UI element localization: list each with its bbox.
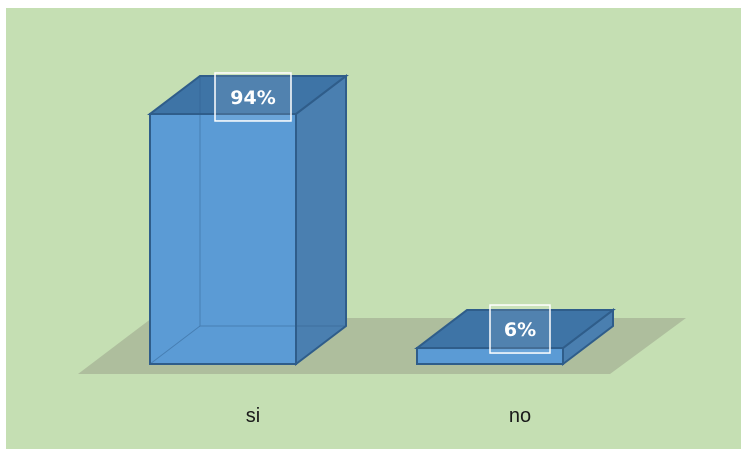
bar-no: [414, 308, 616, 367]
data-label-box: [214, 72, 292, 122]
bar-back-edge: [199, 75, 346, 327]
bar-top-face: [414, 309, 616, 350]
data-label-box: [489, 304, 551, 354]
bar-back-edge: [149, 325, 201, 365]
category-label-si: si: [246, 405, 260, 427]
bar-front-face: [149, 112, 297, 365]
data-label-no: 6%: [489, 304, 551, 354]
data-label-text: 94%: [230, 87, 275, 109]
data-label-si: 94%: [214, 72, 292, 122]
bar-top-face: [147, 74, 349, 115]
bar-side-face: [295, 73, 347, 367]
bar-si: [147, 73, 349, 367]
plot-area: [6, 8, 741, 449]
data-label-text: 6%: [504, 319, 536, 341]
category-label-no: no: [509, 405, 531, 427]
